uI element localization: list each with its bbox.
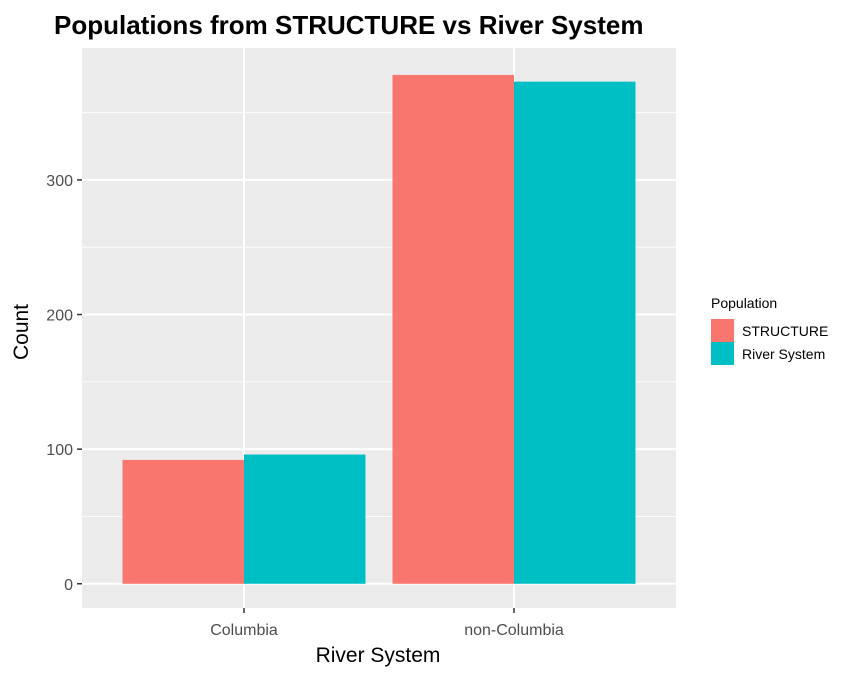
y-tick-label: 100	[46, 442, 73, 459]
legend: Population STRUCTURE River System	[711, 295, 828, 365]
legend-swatch-structure	[711, 319, 734, 342]
y-axis-title: Count	[10, 304, 33, 360]
legend-label-river-system: River System	[742, 346, 825, 362]
legend-swatch-river-system	[711, 342, 734, 365]
chart-title: Populations from STRUCTURE vs River Syst…	[54, 10, 643, 40]
y-tick-label: 200	[46, 308, 73, 325]
bar-structure-non-columbia	[392, 74, 514, 584]
legend-label-structure: STRUCTURE	[742, 323, 828, 339]
x-axis: Columbia non-Columbia	[210, 608, 564, 639]
bar-structure-columbia	[122, 459, 244, 584]
x-axis-title: River System	[316, 644, 441, 667]
x-tick-label: non-Columbia	[464, 622, 564, 639]
y-axis: 0 100 200 300	[46, 173, 82, 594]
bar-river-system-non-columbia	[514, 81, 636, 584]
bars	[122, 74, 636, 584]
y-tick-label: 300	[46, 173, 73, 190]
y-tick-label: 0	[64, 577, 73, 594]
bar-river-system-columbia	[244, 454, 366, 584]
x-tick-label: Columbia	[210, 622, 278, 639]
legend-title: Population	[711, 295, 777, 311]
